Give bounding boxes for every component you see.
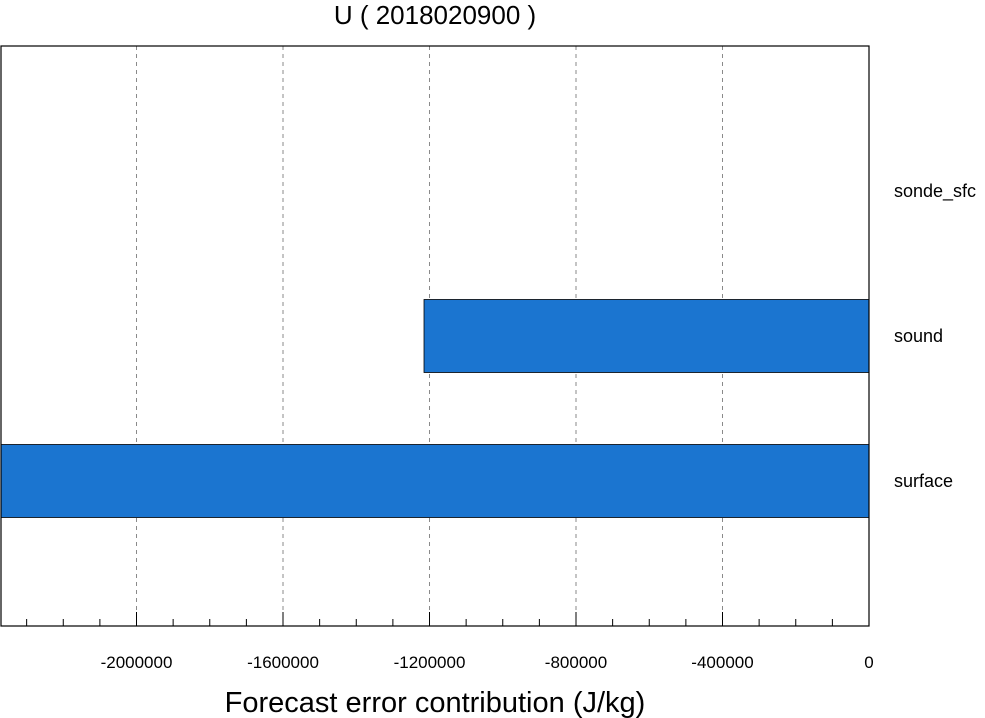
x-axis-ticks [26,612,870,626]
x-axis-tick-labels: -2000000 -1600000 -1200000 -800000 -400000 0 [101,653,874,672]
bar-sound [423,299,870,373]
x-axis-label: Forecast error contribution (J/kg) [225,687,646,718]
x-tick-label: -2000000 [101,653,173,672]
x-tick-label: -800000 [545,653,607,672]
bar-surface [0,444,870,518]
chart-title: U ( 2018020900 ) [334,0,536,30]
category-label-sound: sound [894,326,943,346]
bars [0,299,870,518]
x-tick-label: -1600000 [247,653,319,672]
x-tick-label: -1200000 [394,653,466,672]
category-label-surface: surface [894,471,953,491]
x-tick-label: 0 [864,653,873,672]
x-tick-label: -400000 [691,653,753,672]
plot-frame [0,45,870,627]
category-label-sonde_sfc: sonde_sfc [894,181,976,202]
